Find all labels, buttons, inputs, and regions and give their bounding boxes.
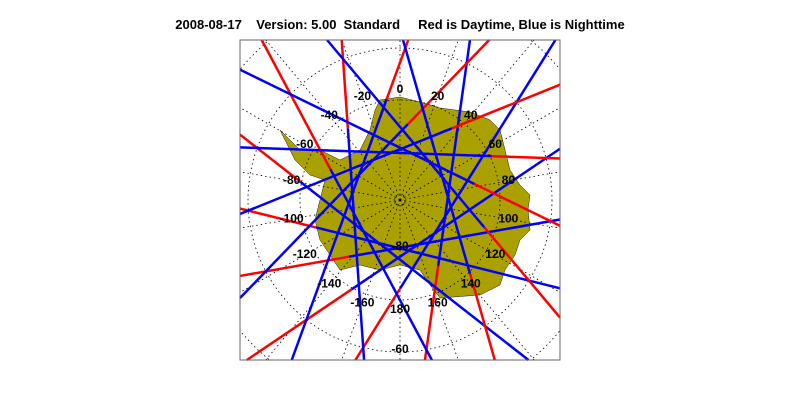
- day-track: [406, 39, 491, 126]
- day-track: [473, 182, 561, 227]
- night-track: [329, 168, 433, 361]
- longitude-label: 100: [498, 211, 518, 225]
- day-track: [239, 255, 350, 278]
- latitude-circle: [247, 47, 553, 353]
- day-track: [451, 83, 561, 130]
- meridian-line: [401, 39, 459, 196]
- meridian-line: [341, 39, 399, 196]
- longitude-label: -60: [296, 137, 314, 151]
- map-title: 2008-08-17 Version: 5.00 Standard Red is…: [175, 17, 625, 32]
- night-track: [239, 146, 492, 158]
- longitude-label: 20: [431, 89, 445, 103]
- longitude-label: -40: [321, 108, 339, 122]
- meridian-line: [239, 171, 396, 200]
- night-track: [350, 147, 561, 291]
- night-track: [401, 39, 472, 274]
- day-track: [260, 39, 332, 170]
- meridian-line: [401, 204, 459, 361]
- latitude-label: -80: [391, 239, 409, 253]
- day-track: [483, 226, 561, 319]
- meridian-line: [239, 200, 396, 229]
- meridian-line: [341, 204, 399, 361]
- longitude-label: 160: [428, 296, 448, 310]
- longitude-label: 0: [397, 82, 404, 96]
- night-track: [290, 98, 388, 361]
- latitude-circle: [299, 99, 501, 301]
- night-track: [399, 39, 557, 290]
- day-track: [491, 154, 561, 160]
- day-track: [246, 288, 353, 362]
- day-track: [239, 133, 301, 183]
- meridian-line: [239, 107, 396, 198]
- longitude-label: 80: [502, 173, 516, 187]
- night-track: [239, 68, 476, 186]
- longitude-label: 140: [461, 276, 481, 290]
- longitude-label: 60: [489, 137, 503, 151]
- night-track: [299, 180, 530, 361]
- night-track: [348, 218, 561, 258]
- meridian-line: [239, 202, 396, 293]
- meridian-line: [404, 171, 561, 200]
- night-track: [346, 128, 366, 361]
- longitude-label: -160: [350, 296, 374, 310]
- longitude-label: -80: [283, 173, 301, 187]
- meridian-line: [404, 202, 561, 293]
- longitude-label: -120: [293, 247, 317, 261]
- longitude-label: -20: [354, 89, 372, 103]
- night-track: [326, 39, 486, 229]
- latitude-label: -60: [391, 342, 409, 356]
- night-track: [239, 127, 453, 216]
- longitude-label: 180: [390, 302, 410, 316]
- pole-marker: [398, 198, 402, 202]
- map-frame: [239, 39, 561, 361]
- day-track: [239, 207, 317, 229]
- longitude-label: -140: [317, 276, 341, 290]
- day-track: [423, 265, 440, 361]
- latitude-circle: [531, 331, 560, 360]
- longitude-label: -100: [280, 211, 304, 225]
- meridian-line: [404, 107, 561, 198]
- orbit-tracks: [239, 39, 561, 362]
- longitude-label: 120: [485, 247, 505, 261]
- day-track: [340, 39, 350, 129]
- longitude-label: 40: [464, 108, 478, 122]
- day-track: [468, 273, 496, 361]
